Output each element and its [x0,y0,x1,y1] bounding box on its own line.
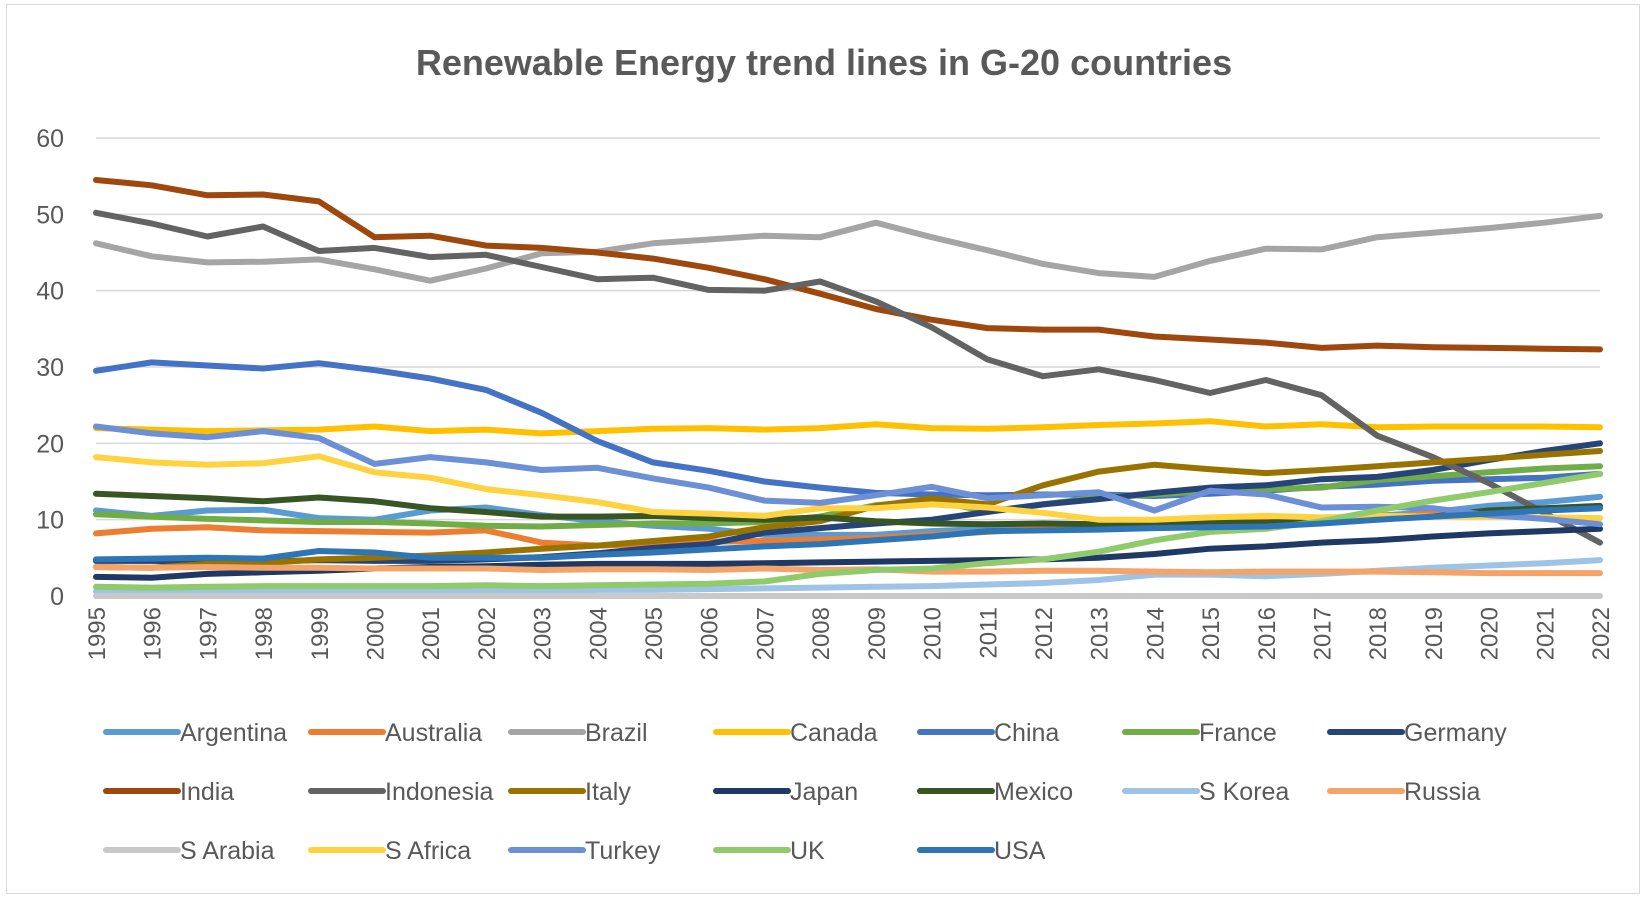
series-line-brazil [93,212,1603,284]
x-tick-label: 2022 [1588,607,1615,660]
series-line-india [93,177,1603,353]
legend-label-china: China [994,719,1059,747]
x-tick-label: 2020 [1477,607,1504,660]
legend-label-turkey: Turkey [585,837,661,865]
y-axis-ticks: 0 10 20 30 40 50 60 [36,125,64,611]
x-tick-label: 2013 [1087,607,1114,660]
x-tick-label: 2018 [1365,607,1392,660]
y-tick-label: 0 [50,583,64,611]
x-tick-label: 2015 [1198,607,1225,660]
chart-title: Renewable Energy trend lines in G-20 cou… [416,42,1232,83]
legend-label-s-korea: S Korea [1199,778,1289,806]
legend-label-germany: Germany [1404,719,1507,747]
y-tick-label: 10 [36,507,64,535]
y-tick-label: 20 [36,430,64,458]
y-tick-label: 40 [36,278,64,306]
series-line-italy [93,448,1603,571]
x-tick-label: 1996 [140,607,167,660]
y-tick-label: 30 [36,354,64,382]
x-tick-label: 2000 [363,607,390,660]
legend-label-france: France [1199,719,1277,747]
x-tick-label: 2019 [1421,607,1448,660]
series-lines [93,177,1603,599]
chart-frame [6,4,1640,894]
x-tick-label: 2017 [1309,607,1336,660]
x-tick-label: 2012 [1031,607,1058,660]
x-tick-label: 1997 [195,607,222,660]
x-tick-label: 2011 [975,607,1002,659]
legend-label-argentina: Argentina [180,719,287,747]
x-tick-label: 2021 [1532,607,1559,660]
legend-label-s-africa: S Africa [385,837,471,865]
legend-label-indonesia: Indonesia [385,778,494,806]
legend-label-india: India [180,778,234,806]
series-line-uk [93,470,1603,591]
x-tick-label: 2005 [641,607,668,660]
x-tick-label: 2002 [474,607,501,660]
x-tick-label: 2014 [1142,607,1169,660]
x-tick-label: 1999 [307,607,334,660]
x-tick-label: 2010 [920,607,947,660]
series-line-usa [93,505,1603,563]
series-line-turkey [93,423,1603,528]
legend-label-russia: Russia [1404,778,1481,806]
x-tick-label: 1998 [251,607,278,660]
x-tick-label: 2004 [585,607,612,660]
x-tick-label: 2007 [752,607,779,660]
y-tick-label: 60 [36,125,64,153]
legend-label-japan: Japan [790,778,858,806]
legend-label-brazil: Brazil [585,719,648,747]
legend-label-mexico: Mexico [994,778,1073,806]
series-line-canada [93,418,1603,437]
x-tick-label: 2009 [864,607,891,660]
x-tick-label: 1995 [84,607,111,660]
x-tick-label: 2008 [808,607,835,660]
legend-label-s-arabia: S Arabia [180,837,275,865]
x-tick-label: 2016 [1254,607,1281,660]
legend-label-uk: UK [790,837,825,865]
legend-label-italy: Italy [585,778,631,806]
x-axis-ticks: 1995 1996 1997 1998 1999 2000 2001 2002 2003 2004… [84,607,1615,660]
legend-label-canada: Canada [790,719,878,747]
y-tick-label: 50 [36,201,64,229]
x-tick-label: 2003 [530,607,557,660]
x-tick-label: 2001 [418,607,445,660]
legend-label-australia: Australia [385,719,482,747]
legend: Argentina Australia Brazil Canada China Franc… [103,719,1507,865]
legend-label-usa: USA [994,837,1046,865]
x-tick-label: 2006 [697,607,724,660]
series-line-indonesia [93,209,1603,546]
